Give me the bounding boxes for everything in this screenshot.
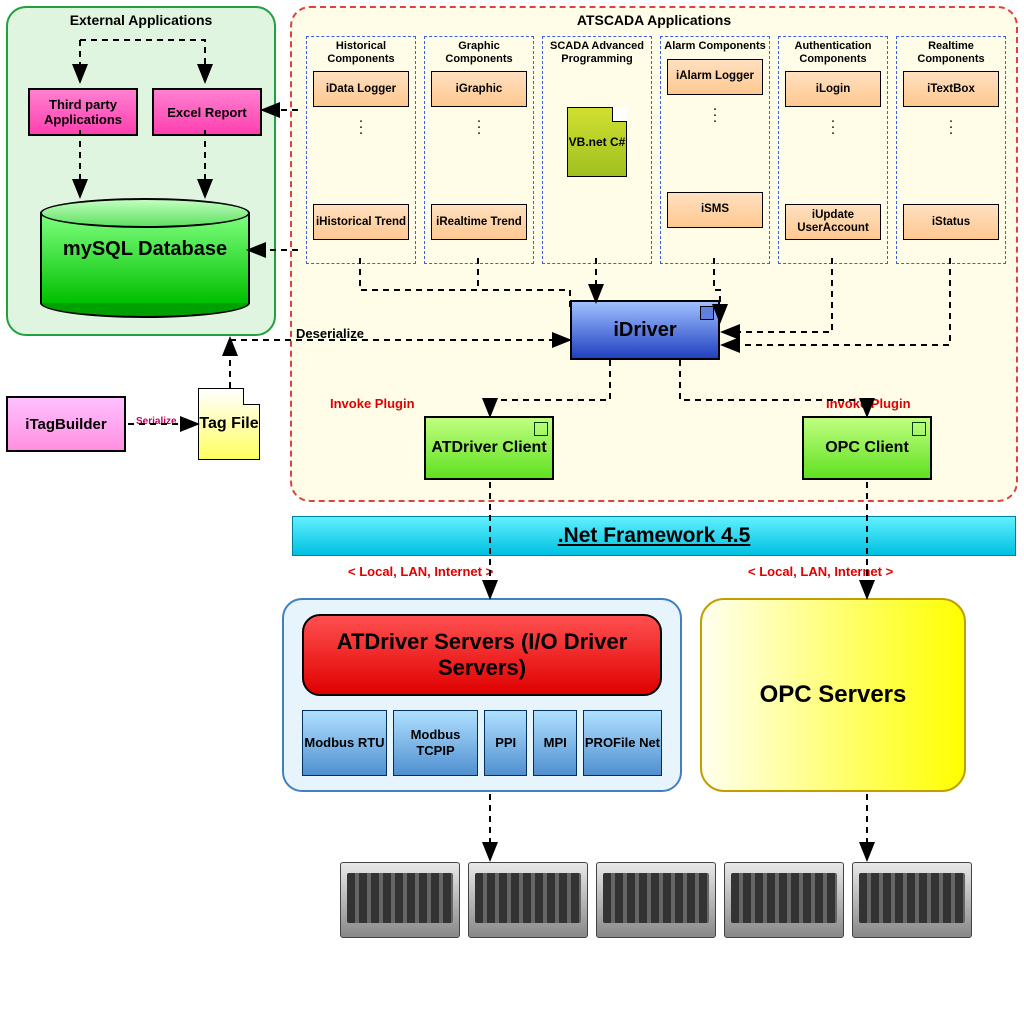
netframework-bar: .Net Framework 4.5 [292,516,1016,556]
comp-idatalogger: iData Logger [313,71,409,107]
proto-modbus-tcpip: Modbus TCPIP [393,710,478,776]
proto-ppi: PPI [484,710,527,776]
proto-mpi: MPI [533,710,576,776]
opc-client-label: OPC Client [825,438,909,457]
col-title: Realtime Components [897,37,1005,68]
comp-ialarm: iAlarm Logger [667,59,763,95]
comp-ihisttrend: iHistorical Trend [313,204,409,240]
mysql-db: mySQL Database [40,198,250,308]
comp-isms: iSMS [667,192,763,228]
atscada-title: ATSCADA Applications [292,8,1016,32]
col-alarm: Alarm Components iAlarm Logger ··· iSMS [660,36,770,264]
proto-profinet: PROFile Net [583,710,662,776]
tagfile-box: Tag File [198,388,260,460]
atdriver-servers-panel: ATDriver Servers (I/O Driver Servers) Mo… [282,598,682,792]
col-scada-prog: SCADA Advanced Programming VB.net C# [542,36,652,264]
protocol-row: Modbus RTU Modbus TCPIP PPI MPI PROFile … [302,710,662,776]
third-party-box: Third party Applications [28,88,138,136]
conn-label-1: < Local, LAN, Internet > [348,564,493,579]
conn-label-2: < Local, LAN, Internet > [748,564,893,579]
idriver-label: iDriver [613,319,676,342]
db-label: mySQL Database [40,238,250,261]
comp-itextbox: iTextBox [903,71,999,107]
col-title: Authentication Components [779,37,887,68]
itagbuilder-box: iTagBuilder [6,396,126,452]
dots: ··· [779,110,887,144]
atdriver-servers-header: ATDriver Servers (I/O Driver Servers) [302,614,662,696]
vbnet-note: VB.net C# [567,107,627,177]
col-historical: Historical Components iData Logger ··· i… [306,36,416,264]
plc-device [468,862,588,938]
plc-device [724,862,844,938]
comp-istatus: iStatus [903,204,999,240]
atdriver-client-label: ATDriver Client [431,438,546,457]
col-title: Graphic Components [425,37,533,68]
col-title: SCADA Advanced Programming [543,37,651,68]
dots: ··· [425,110,533,144]
plc-device [340,862,460,938]
opc-servers-box: OPC Servers [700,598,966,792]
deserialize-label: Deserialize [296,326,364,341]
plc-device [852,862,972,938]
dots: ··· [661,98,769,132]
col-graphic: Graphic Components iGraphic ··· iRealtim… [424,36,534,264]
ext-apps-title: External Applications [8,8,274,32]
comp-iupdate: iUpdate UserAccount [785,204,881,240]
col-auth: Authentication Components iLogin ··· iUp… [778,36,888,264]
external-apps-panel: External Applications Third party Applic… [6,6,276,336]
excel-report-box: Excel Report [152,88,262,136]
idriver-box: iDriver [570,300,720,360]
invoke-label-1: Invoke Plugin [330,396,415,411]
proto-modbus-rtu: Modbus RTU [302,710,387,776]
plc-device-row [340,862,972,938]
col-realtime: Realtime Components iTextBox ··· iStatus [896,36,1006,264]
col-title: Alarm Components [661,37,769,56]
comp-igraphic: iGraphic [431,71,527,107]
comp-ilogin: iLogin [785,71,881,107]
invoke-label-2: Invoke Plugin [826,396,911,411]
atdriver-client-box: ATDriver Client [424,416,554,480]
comp-irealtrend: iRealtime Trend [431,204,527,240]
opc-client-box: OPC Client [802,416,932,480]
serialize-label: Serialize [136,416,177,427]
dots: ··· [897,110,1005,144]
col-title: Historical Components [307,37,415,68]
plc-device [596,862,716,938]
dots: ··· [307,110,415,144]
